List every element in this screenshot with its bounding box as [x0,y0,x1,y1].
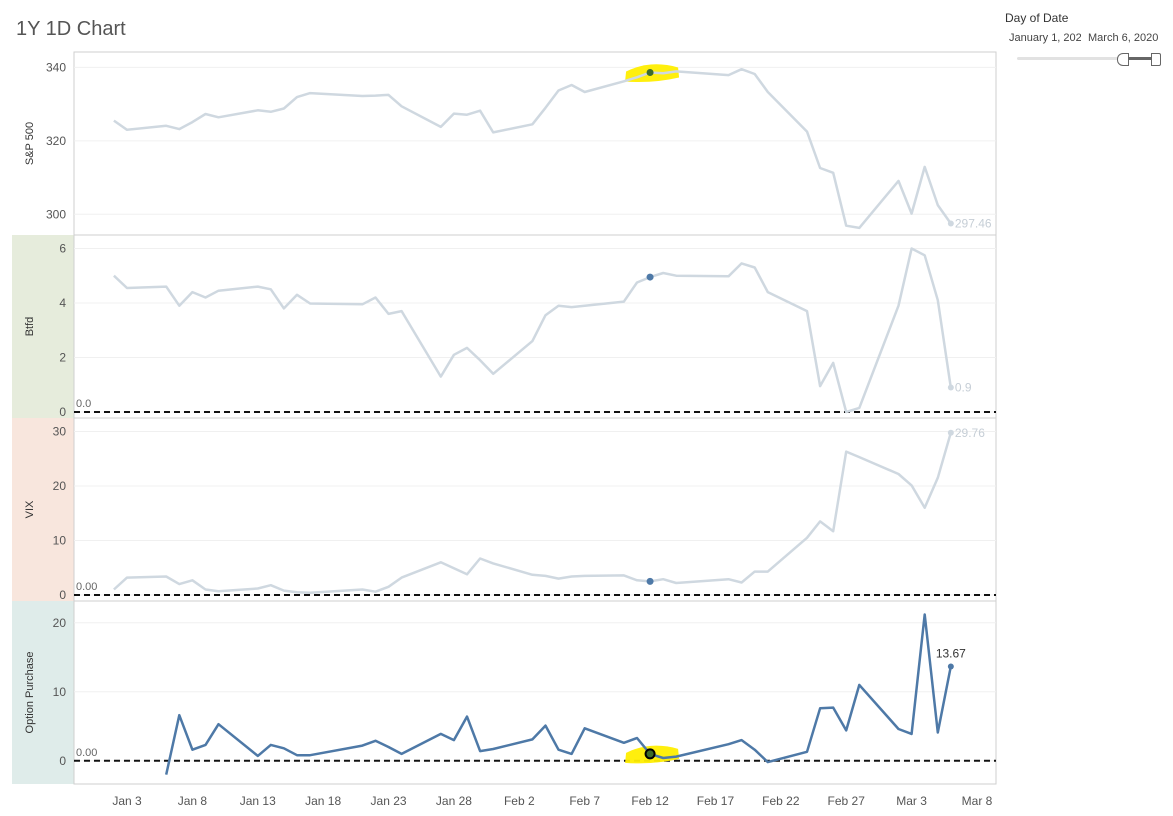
baseline-label: 0.00 [76,581,97,593]
date-slider-track[interactable] [1017,57,1157,60]
y-axis-label: S&P 500 [24,122,36,165]
baseline-label: 0.00 [76,747,97,759]
panel-band [12,52,74,235]
panel-plot-frame [73,51,997,236]
y-tick-label: 10 [53,533,67,547]
y-tick-label: 6 [59,241,66,255]
y-tick-label: 340 [46,60,66,74]
x-tick-label: Jan 13 [240,794,276,808]
x-tick-label: Jan 23 [371,794,407,808]
x-tick-label: Feb 22 [762,794,800,808]
y-tick-label: 20 [53,616,67,630]
x-tick-label: Jan 3 [112,794,142,808]
x-tick-label: Mar 8 [962,794,993,808]
panel-plot-frame [73,600,997,785]
x-tick-label: Jan 18 [305,794,341,808]
x-tick-label: Mar 3 [896,794,927,808]
end-point [947,663,954,670]
end-point [947,384,954,391]
series-line [113,67,952,230]
end-value-label: 13.67 [936,646,966,660]
y-axis-label: Option Purchase [24,652,36,734]
panel-s-p-500: 300 320 340 S&P 500 297.46 [12,51,997,236]
end-value-label: 29.76 [955,426,985,440]
selected-point[interactable] [644,748,656,760]
end-point [947,429,954,436]
x-axis: Jan 3 Jan 8 Jan 13 Jan 18 Jan 23 Jan 28 Feb 2 F… [112,794,992,808]
baseline-label: 0.0 [76,398,91,410]
panel-plot-frame [73,234,997,419]
y-axis-label: Btfd [24,317,36,337]
x-tick-label: Feb 2 [504,794,535,808]
filter-end-date: March 6, 2020 [1088,32,1159,44]
x-tick-label: Jan 8 [178,794,208,808]
x-tick-label: Feb 7 [569,794,600,808]
selected-point[interactable] [646,273,654,281]
y-tick-label: 320 [46,134,66,148]
y-tick-label: 4 [59,296,66,310]
panel-plot-frame [73,417,997,602]
y-tick-label: 0 [59,588,66,602]
series-line [113,432,953,595]
panel-vix: 0 10 20 30 VIX 0.00 29.76 [12,417,997,602]
y-tick-label: 10 [53,685,67,699]
panel-band [12,235,74,418]
y-tick-label: 30 [53,424,67,438]
panel-band [12,601,74,784]
series-line [113,247,953,414]
panel-band [12,418,74,601]
selected-point[interactable] [646,577,654,585]
end-point [947,220,954,227]
filter-label: Day of Date [1005,11,1069,25]
chart-title: 1Y 1D Chart [16,18,126,40]
y-tick-label: 0 [59,405,66,419]
date-slider-fill [1127,57,1157,60]
panel-btfd: 0 2 4 6 Btfd 0.0 0.9 [12,234,997,419]
date-slider-end-handle[interactable] [1151,53,1161,66]
y-tick-label: 20 [53,479,67,493]
date-slider-start-handle[interactable] [1117,53,1129,66]
date-range-filter[interactable]: Day of Date January 1, 2020 March 6, 202… [1005,11,1173,71]
end-value-label: 0.9 [955,380,972,394]
y-tick-label: 2 [59,350,66,364]
x-tick-label: Feb 17 [697,794,735,808]
y-axis-label: VIX [24,500,36,518]
x-tick-label: Feb 12 [631,794,669,808]
series-line [164,613,953,775]
filter-start-date: January 1, 2020 [1009,32,1081,44]
end-value-label: 297.46 [955,216,992,230]
selected-point[interactable] [646,68,654,76]
x-tick-label: Feb 27 [828,794,866,808]
panel-option-purchase: 0 10 20 Option Purchase 0.00 13.67 [12,600,997,785]
y-tick-label: 0 [59,754,66,768]
x-tick-label: Jan 28 [436,794,472,808]
y-tick-label: 300 [46,207,66,221]
